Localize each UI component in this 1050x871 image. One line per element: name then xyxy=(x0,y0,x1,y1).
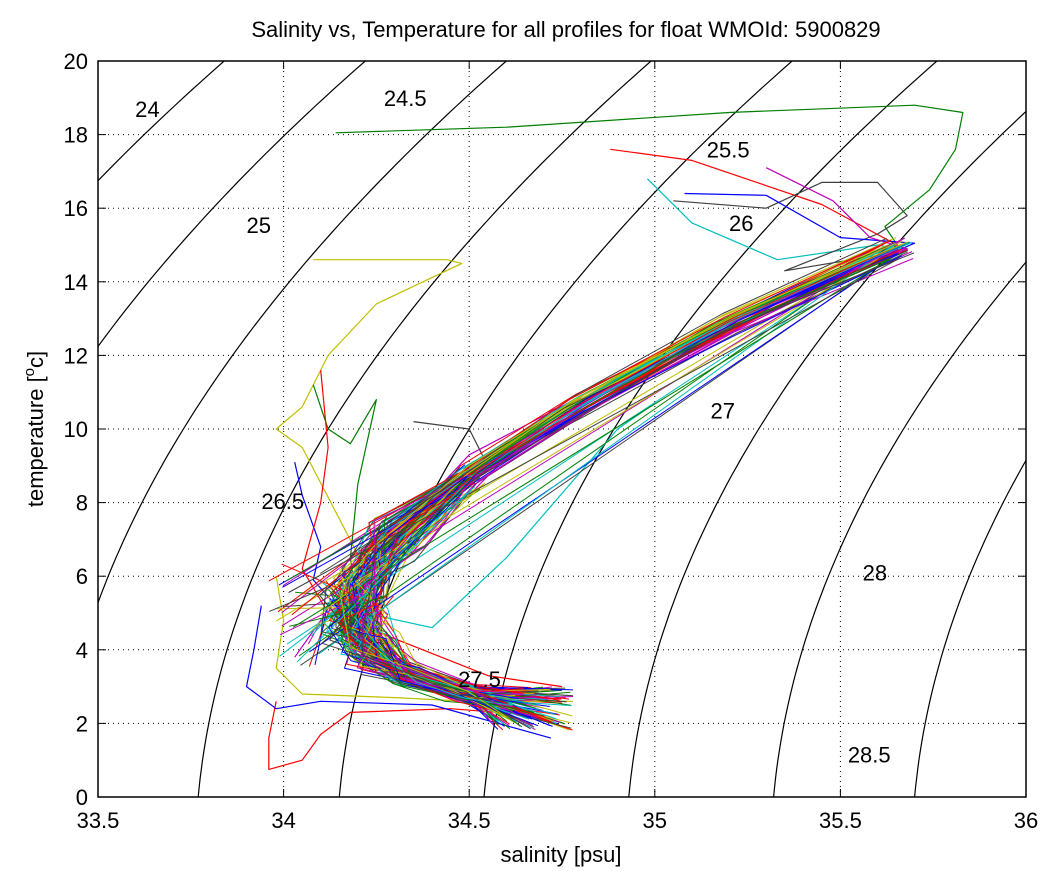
profile-line xyxy=(350,588,519,716)
density-contour-label: 27 xyxy=(710,399,734,424)
y-axis-title-main: temperature [ xyxy=(23,376,48,507)
x-axis-ticks: 33.5 34 34.5 35 35.5 36 xyxy=(77,61,1038,833)
density-contour-label: 28.5 xyxy=(848,743,891,768)
profile-line xyxy=(362,475,492,702)
x-tick-label: 33.5 xyxy=(77,808,120,833)
density-contour-label: 28 xyxy=(863,561,887,586)
density-contour-label: 24.5 xyxy=(384,86,427,111)
y-axis-title: temperature [oc] xyxy=(21,351,48,507)
x-tick-label: 34.5 xyxy=(448,808,491,833)
density-contour-line xyxy=(628,110,1026,797)
profile-line xyxy=(337,243,903,723)
density-contour-label: 25.5 xyxy=(707,137,750,162)
y-tick-label: 6 xyxy=(76,564,88,589)
y-tick-label: 16 xyxy=(64,196,88,221)
x-tick-label: 35 xyxy=(643,808,667,833)
density-contour-line xyxy=(98,61,226,182)
density-contour-line xyxy=(772,261,1026,797)
chart-title: Salinity vs, Temperature for all profile… xyxy=(251,17,880,42)
y-tick-label: 12 xyxy=(64,343,88,368)
profile-line xyxy=(245,605,552,739)
profile-line xyxy=(340,241,908,718)
profile-line xyxy=(357,482,524,695)
y-tick-label: 18 xyxy=(64,123,88,148)
density-contour-label: 26 xyxy=(729,211,753,236)
density-contour-label: 24 xyxy=(135,97,159,122)
profile-line xyxy=(371,243,905,700)
density-contour-line xyxy=(913,459,1026,797)
y-axis-title-end: c] xyxy=(23,351,48,368)
profile-line xyxy=(328,604,550,707)
profile-line xyxy=(268,701,544,770)
y-axis-title-superscript: o xyxy=(21,368,38,376)
profile-line xyxy=(330,485,535,713)
profile-line xyxy=(354,241,910,706)
y-tick-label: 20 xyxy=(64,49,88,74)
x-tick-label: 34 xyxy=(271,808,295,833)
y-tick-label: 2 xyxy=(76,711,88,736)
density-contour-label: 25 xyxy=(246,213,270,238)
y-tick-label: 14 xyxy=(64,270,88,295)
profile-line xyxy=(275,576,507,704)
density-contour-line xyxy=(98,61,508,605)
x-tick-label: 35.5 xyxy=(819,808,862,833)
profile-lines xyxy=(245,104,964,770)
y-tick-label: 0 xyxy=(76,785,88,810)
profile-line xyxy=(292,258,892,707)
profile-line xyxy=(301,370,563,688)
density-contour-labels: 24 24.5 25 25.5 26 26.5 27 27.5 28 28.5 xyxy=(135,86,891,768)
density-contour-label: 26.5 xyxy=(261,489,304,514)
y-tick-label: 8 xyxy=(76,491,88,516)
y-tick-label: 10 xyxy=(64,417,88,442)
profile-line xyxy=(364,590,517,724)
x-tick-label: 36 xyxy=(1014,808,1038,833)
x-axis-title: salinity [psu] xyxy=(500,842,621,867)
profile-line xyxy=(296,486,512,706)
y-tick-label: 4 xyxy=(76,638,88,663)
density-contour-line xyxy=(98,61,367,348)
density-contour-label: 27.5 xyxy=(458,667,501,692)
